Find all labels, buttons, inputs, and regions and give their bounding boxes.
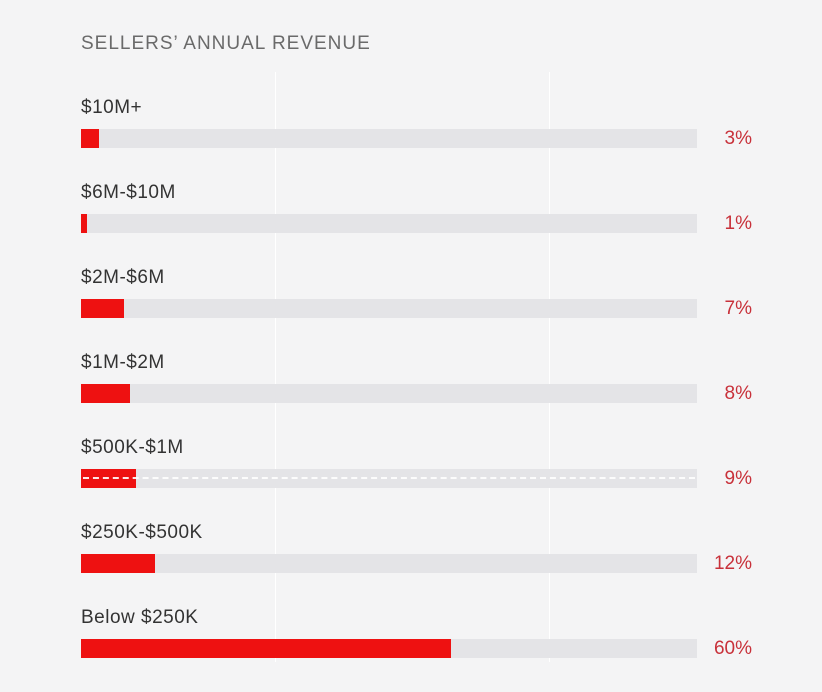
bar [81,639,451,658]
value-label: 9% [724,468,752,489]
bar [81,129,99,148]
value-label: 12% [713,553,752,574]
bar-row: $250K-$500K 12% [0,522,822,607]
category-label: $6M-$10M [81,182,176,203]
value-label: 1% [724,213,752,234]
bar-track [81,384,697,403]
bar-row: $10M+ 3% [0,97,822,182]
category-label: $10M+ [81,97,143,118]
bar [81,299,124,318]
category-label: $500K-$1M [81,437,184,458]
bar [81,554,155,573]
bar-track [81,469,697,488]
bar-track [81,129,697,148]
bar-row: $2M-$6M 7% [0,267,822,352]
category-label: Below $250K [81,607,199,628]
category-label: $250K-$500K [81,522,203,543]
value-label: 3% [724,128,752,149]
category-label: $2M-$6M [81,267,165,288]
bar-row: $500K-$1M 9% [0,437,822,522]
gridline [549,72,550,662]
bar [81,384,130,403]
bar-track [81,639,697,658]
bar-track [81,554,697,573]
category-label: $1M-$2M [81,352,165,373]
value-label: 60% [713,638,752,659]
dashed-marker [83,477,695,479]
bar [81,214,87,233]
bar-row: $1M-$2M 8% [0,352,822,437]
chart-title: SELLERS’ ANNUAL REVENUE [81,33,371,54]
value-label: 7% [724,298,752,319]
bar-row: $6M-$10M 1% [0,182,822,267]
gridline [275,72,276,662]
value-label: 8% [724,383,752,404]
bar-track [81,214,697,233]
bar-row: Below $250K 60% [0,607,822,692]
bar-track [81,299,697,318]
